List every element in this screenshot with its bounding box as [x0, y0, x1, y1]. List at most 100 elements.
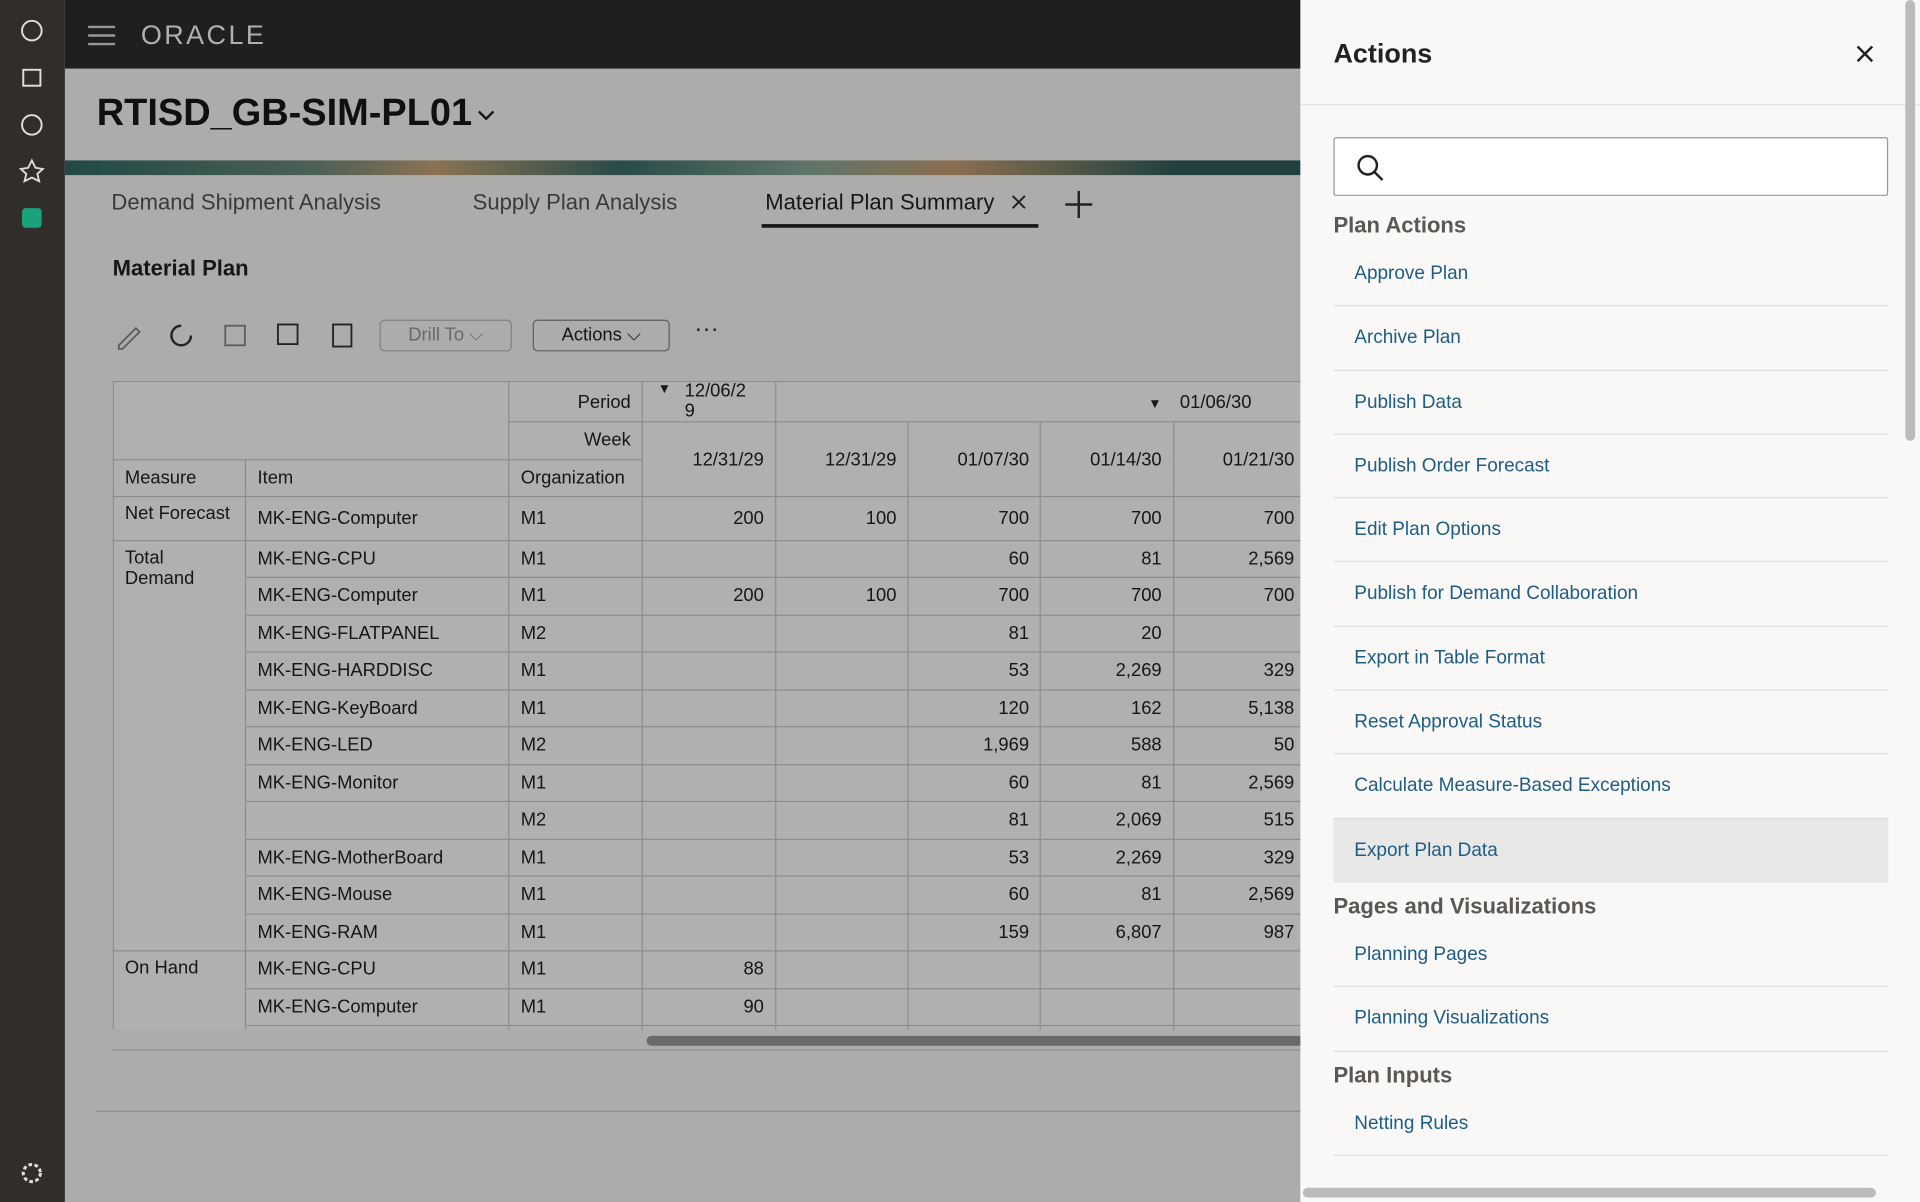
value: 515: [1172, 800, 1307, 840]
item: MK-ENG-CPU: [245, 539, 510, 578]
data-row: M2 81 2,069 515: [113, 800, 1307, 840]
icon[interactable]: [21, 114, 43, 136]
top-bar: [64, 0, 1301, 69]
action-link[interactable]: Calculate Measure-Based Exceptions: [1333, 755, 1889, 819]
org: M1: [508, 688, 644, 728]
panel-title: Actions: [1333, 37, 1433, 69]
tab[interactable]: Material Plan Summary: [765, 189, 995, 215]
refresh-icon[interactable]: [170, 324, 193, 347]
actions-panel: Actions Plan Actions Approve Plan Archive …: [1300, 0, 1920, 1202]
action-link[interactable]: Export in Table Format: [1333, 627, 1889, 691]
item: MK-ENG-MotherBoard: [245, 838, 510, 877]
value: 81: [1040, 875, 1174, 915]
value: 700: [907, 495, 1042, 541]
settings-icon[interactable]: [21, 1162, 42, 1184]
value: [774, 688, 909, 728]
action-link[interactable]: Netting Rules: [1333, 1092, 1889, 1156]
value: 50: [1172, 726, 1307, 765]
close-panel[interactable]: [1855, 44, 1875, 64]
tab[interactable]: Demand Shipment Analysis: [111, 189, 381, 215]
icon[interactable]: [22, 68, 42, 87]
icon[interactable]: [21, 19, 43, 42]
tab-underline: [761, 224, 1039, 228]
tab[interactable]: Supply Plan Analysis: [472, 189, 678, 215]
label: Actions: [561, 324, 622, 346]
banner: [64, 160, 1301, 176]
action-link[interactable]: Edit Plan Options: [1333, 499, 1889, 563]
action-link[interactable]: Archive Plan: [1333, 306, 1889, 371]
v-scrollbar[interactable]: [1905, 0, 1916, 441]
item: MK-ENG-Computer: [245, 495, 510, 541]
section-title: Material Plan: [112, 255, 249, 281]
note-icon[interactable]: [224, 324, 246, 347]
add-tab[interactable]: [1064, 190, 1093, 219]
action-link[interactable]: Planning Pages: [1333, 923, 1889, 988]
divider: [96, 1110, 1309, 1112]
header-row: Measure Item Organization: [112, 458, 1306, 498]
value: 100: [774, 576, 909, 616]
actions-button[interactable]: Actions ⌵: [532, 319, 670, 352]
value: 200: [641, 576, 777, 616]
action-groups: Plan Actions Approve Plan Archive Plan Publ…: [1333, 208, 1889, 1156]
item: MK-ENG-Monitor: [245, 763, 510, 803]
corner: [112, 380, 510, 460]
data-row: MK-ENG-KeyBoard M1 120 162 5,138: [113, 688, 1307, 728]
value: [641, 912, 777, 952]
period-label: 12/06/29: [684, 381, 746, 422]
value: 6,807: [1040, 912, 1174, 952]
drill-to[interactable]: Drill To ⌵: [379, 319, 512, 352]
value: 329: [1172, 838, 1307, 877]
divider: [112, 1049, 1307, 1051]
group-title: Plan Inputs: [1333, 1062, 1453, 1087]
item: MK-ENG-FLATPANEL: [245, 1024, 510, 1030]
org: M1: [508, 763, 644, 803]
value: 200: [641, 495, 777, 541]
value: 2,569: [1172, 539, 1307, 578]
h-scrollbar[interactable]: [646, 1035, 1308, 1046]
calc-icon[interactable]: [332, 323, 353, 348]
data-row: On Hand MK-ENG-CPU M1 88: [112, 950, 1307, 1030]
item: MK-ENG-CPU: [245, 950, 510, 989]
action-link[interactable]: Approve Plan: [1333, 242, 1889, 307]
value: 159: [907, 912, 1042, 952]
data-row: MK-ENG-Monitor M1 60 81 2,569: [113, 763, 1307, 803]
item: MK-ENG-HARDDISC: [245, 651, 510, 690]
arrow: ▼: [657, 382, 672, 397]
search-box[interactable]: [1333, 137, 1889, 196]
data-row: Total Demand MK-ENG-CPU M1 60 81 2,569: [112, 539, 1307, 952]
week: 12/31/29: [774, 421, 909, 498]
more[interactable]: ···: [694, 315, 719, 343]
data-row: MK-ENG-Computer M1 200 100 700 700 700: [113, 576, 1307, 616]
icon[interactable]: [22, 208, 42, 228]
menu-icon[interactable]: [87, 24, 116, 46]
brand: ORACLE: [140, 19, 267, 51]
layout-icon[interactable]: [277, 323, 299, 346]
period-label: 01/06/30: [1179, 391, 1252, 413]
action-link[interactable]: Publish for Demand Collaboration: [1333, 563, 1889, 627]
overlay[interactable]: [64, 0, 1301, 1202]
action-link[interactable]: Reset Approval Status: [1333, 691, 1889, 755]
icon[interactable]: [18, 158, 45, 183]
h-scrollbar[interactable]: [1302, 1187, 1876, 1198]
value: [641, 539, 777, 578]
action-link[interactable]: Export Plan Data: [1333, 818, 1889, 883]
page-title[interactable]: RTISD_GB-SIM-PL01: [96, 90, 473, 134]
org: M1: [508, 576, 644, 616]
edit-icon[interactable]: [117, 326, 141, 350]
value: [641, 688, 777, 728]
toolbar-icons: [117, 323, 353, 350]
week: 12/31/29: [641, 421, 777, 498]
value: 2,569: [1172, 875, 1307, 915]
action-link[interactable]: Planning Visualizations: [1333, 987, 1889, 1052]
data-row: MK-ENG-HARDDISC M1 53 2,269 329: [113, 651, 1307, 690]
close-tab[interactable]: [1010, 193, 1027, 210]
sidebar: [0, 0, 65, 1202]
table-wrap: Period ▼ 12/06/29 ▼ 01/06/30 Week 12/31/29 12/3…: [112, 380, 1307, 1030]
item: [245, 801, 510, 840]
week: 01/07/30: [907, 421, 1042, 498]
chevron[interactable]: [476, 108, 496, 123]
action-link[interactable]: Publish Data: [1333, 371, 1889, 435]
action-link[interactable]: Publish Order Forecast: [1333, 435, 1889, 499]
value: 162: [1040, 688, 1174, 728]
value: 90: [641, 987, 777, 1027]
